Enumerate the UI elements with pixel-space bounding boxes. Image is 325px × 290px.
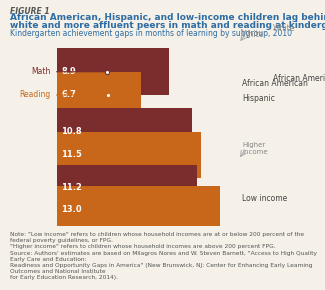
Text: African American: African American: [273, 74, 325, 83]
Text: white and more affluent peers in math and reading at kindergarten entry: white and more affluent peers in math an…: [10, 21, 325, 30]
Text: Reading: Reading: [20, 90, 105, 99]
Text: FIGURE 1: FIGURE 1: [10, 7, 49, 16]
Text: Math: Math: [32, 67, 105, 76]
Text: 11.5: 11.5: [61, 150, 82, 159]
Text: 10.8: 10.8: [61, 127, 82, 136]
Text: Note: "Low income" refers to children whose household incomes are at or below 20: Note: "Low income" refers to children wh…: [10, 232, 317, 280]
FancyBboxPatch shape: [57, 108, 192, 155]
Text: Kindergarten achievement gaps in months of learning by subgroup, 2010: Kindergarten achievement gaps in months …: [10, 29, 292, 38]
Text: 8.9: 8.9: [61, 67, 76, 76]
Text: White: White: [242, 30, 265, 39]
Text: 11.2: 11.2: [61, 184, 82, 193]
FancyBboxPatch shape: [57, 72, 141, 118]
FancyBboxPatch shape: [57, 132, 201, 178]
Text: African American: African American: [242, 79, 308, 88]
FancyBboxPatch shape: [57, 165, 197, 211]
Text: African American, Hispanic, and low-income children lag behind their: African American, Hispanic, and low-inco…: [10, 13, 325, 22]
FancyBboxPatch shape: [57, 186, 220, 233]
Text: Hispanic: Hispanic: [242, 94, 275, 103]
Text: 13.0: 13.0: [61, 205, 82, 214]
Text: Low income: Low income: [242, 194, 288, 203]
Text: White: White: [273, 24, 295, 33]
Text: Higher
income: Higher income: [242, 142, 268, 155]
Text: 6.7: 6.7: [61, 90, 76, 99]
FancyBboxPatch shape: [57, 48, 168, 95]
